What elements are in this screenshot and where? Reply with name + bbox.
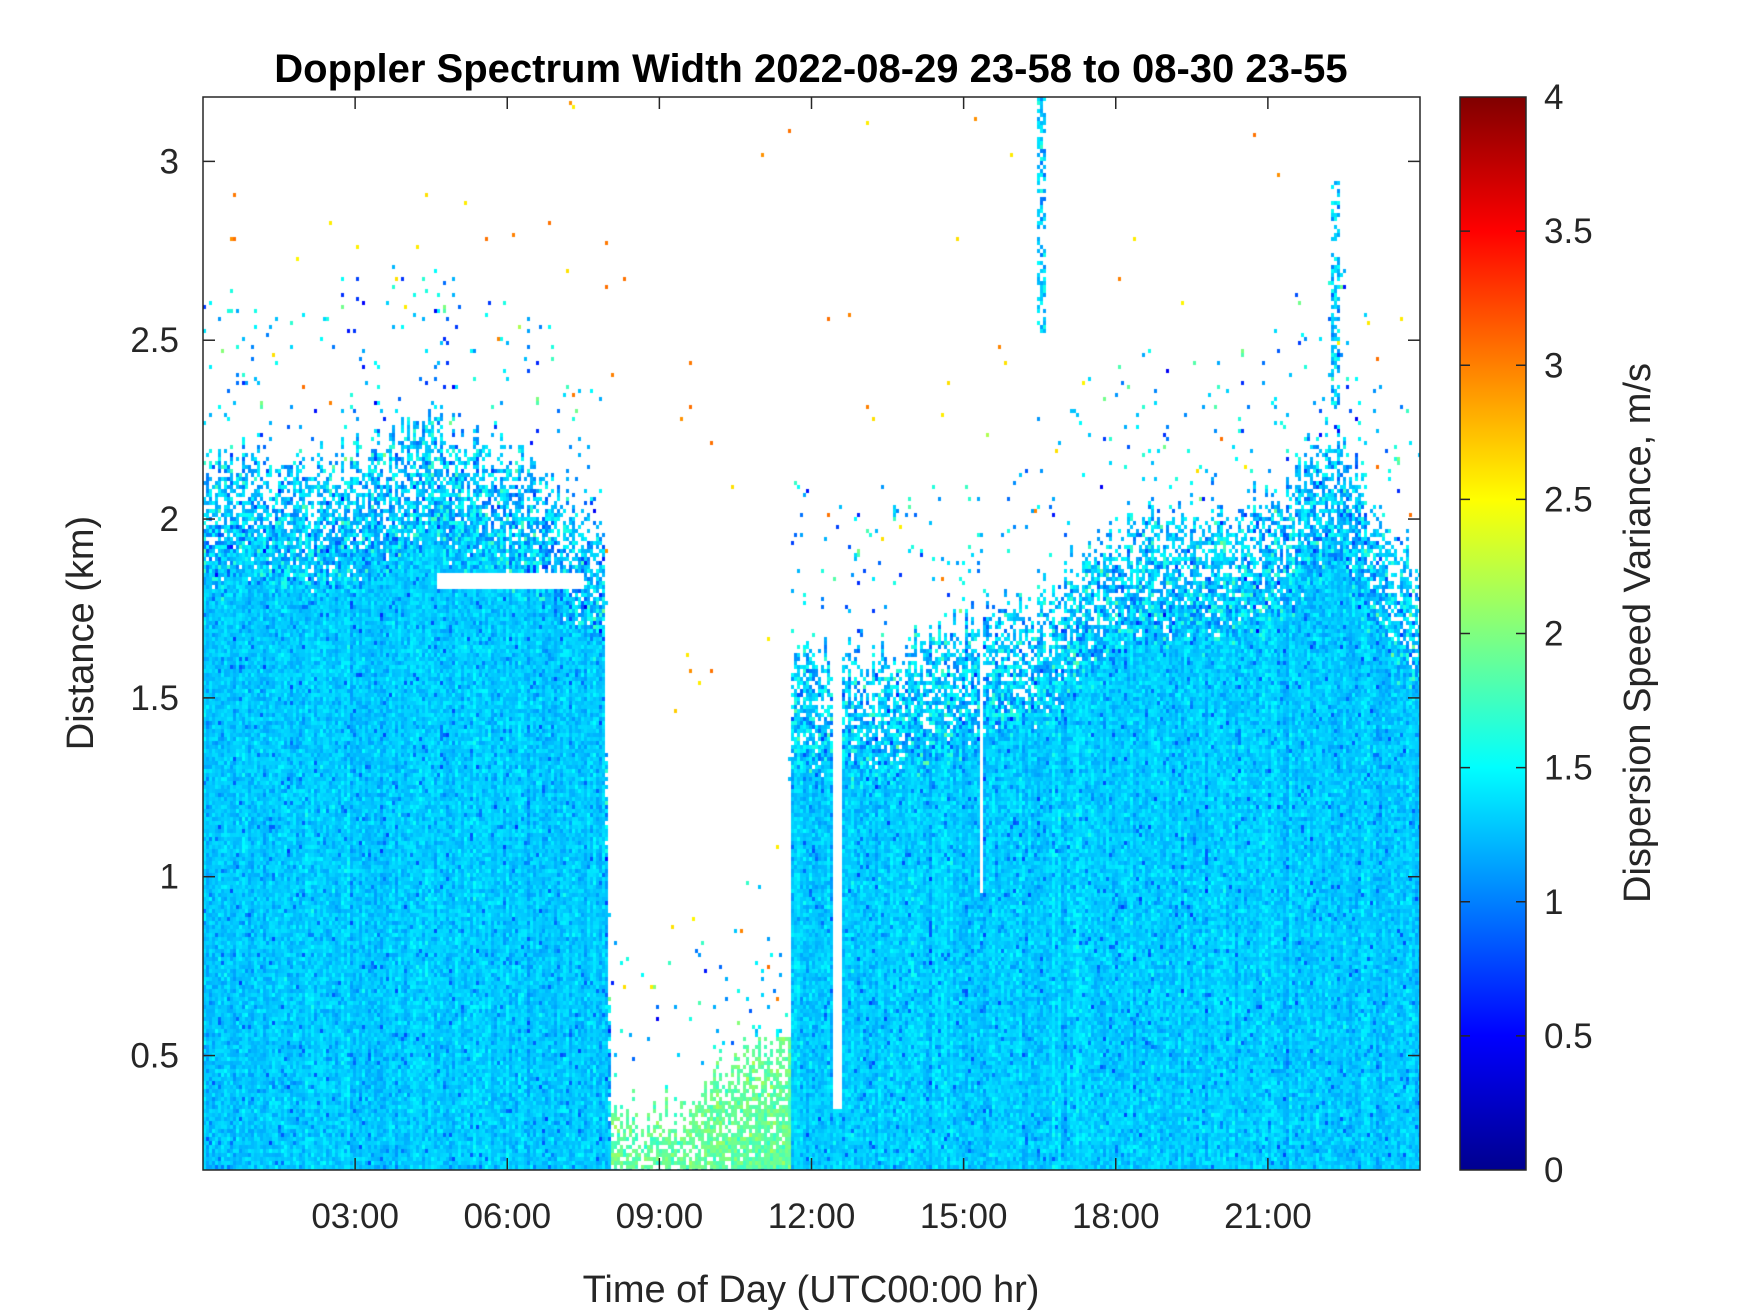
- y-tick-label: 0.5: [130, 1037, 179, 1076]
- x-tick-label: 21:00: [1224, 1197, 1312, 1236]
- x-tick-label: 18:00: [1072, 1197, 1160, 1236]
- y-tick-label: 1.5: [130, 679, 179, 718]
- y-tick-label: 3: [160, 142, 179, 181]
- x-tick-label: 06:00: [463, 1197, 551, 1236]
- colorbar-label: Dispersion Speed Variance, m/s: [1617, 363, 1659, 903]
- y-axis-label: Distance (km): [60, 516, 102, 750]
- colorbar-tick-label: 2.5: [1544, 480, 1593, 519]
- x-tick-label: 12:00: [768, 1197, 856, 1236]
- colorbar-gradient: [1459, 96, 1527, 1171]
- y-tick-label: 2.5: [130, 321, 179, 360]
- colorbar-tick-label: 3: [1544, 346, 1563, 385]
- y-tick-label: 2: [160, 500, 179, 539]
- colorbar-tick-label: 1: [1544, 883, 1563, 922]
- colorbar-tick-label: 4: [1544, 78, 1563, 117]
- colorbar-ticks: 0 0.5 1 1.5 2 2.5 3 3.5 4: [1460, 78, 1593, 1190]
- colorbar-tick-label: 2: [1544, 615, 1563, 654]
- y-axis-ticks: 0.5 1 1.5 2 2.5 3: [130, 142, 1420, 1076]
- colorbar-tick-label: 3.5: [1544, 212, 1593, 251]
- plot-area: 03:00 06:00 09:00 12:00 15:00 18:00 21:00 0.5 1…: [130, 96, 1421, 1236]
- x-tick-label: 03:00: [311, 1197, 399, 1236]
- x-tick-label: 09:00: [616, 1197, 704, 1236]
- plot-frame: [202, 96, 1421, 1171]
- colorbar-tick-label: 0: [1544, 1151, 1563, 1190]
- x-axis-ticks: 03:00 06:00 09:00 12:00 15:00 18:00 21:00: [311, 97, 1312, 1236]
- y-tick-label: 1: [160, 858, 179, 897]
- colorbar-tick-label: 0.5: [1544, 1017, 1593, 1056]
- colorbar-tick-label: 1.5: [1544, 749, 1593, 788]
- colorbar: 0 0.5 1 1.5 2 2.5 3 3.5 4 Dispersion Speed Varia…: [1459, 78, 1659, 1190]
- x-axis-label: Time of Day (UTC00:00 hr): [583, 1269, 1040, 1311]
- chart-title: Doppler Spectrum Width 2022-08-29 23-58 …: [274, 47, 1347, 91]
- x-tick-label: 15:00: [920, 1197, 1008, 1236]
